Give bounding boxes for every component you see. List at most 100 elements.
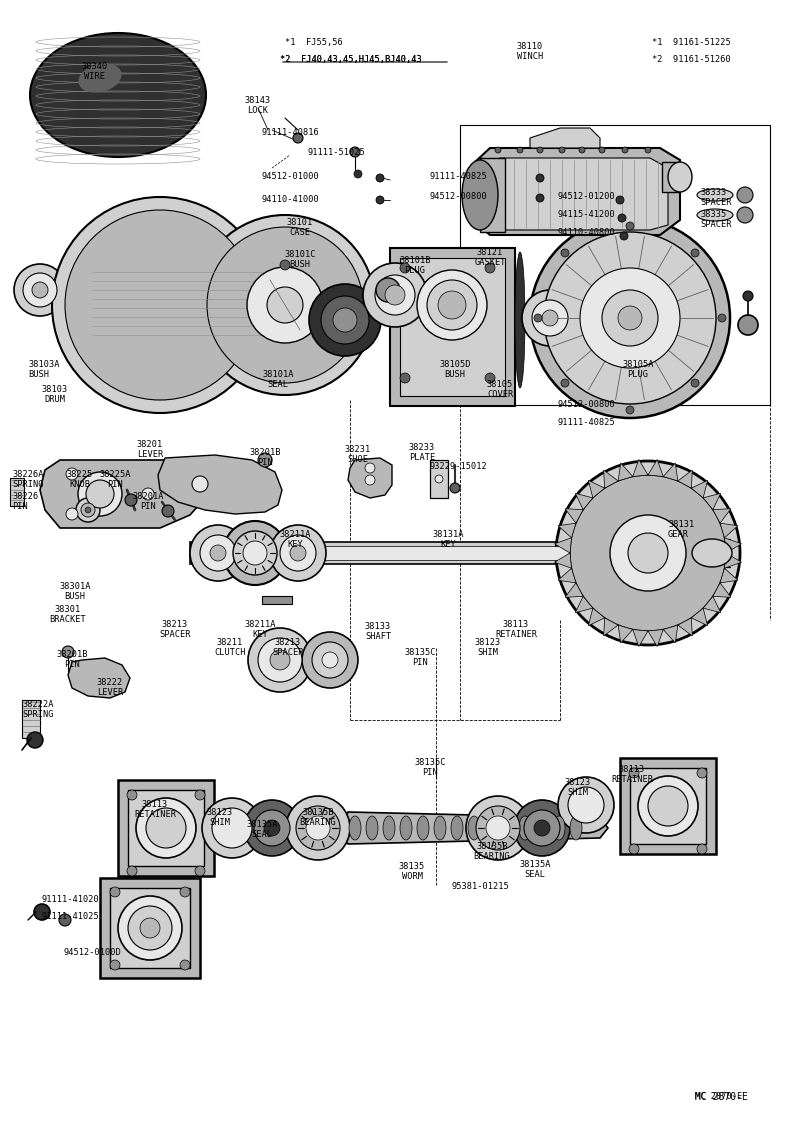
Circle shape [200,535,236,571]
Polygon shape [158,455,282,514]
Circle shape [495,146,501,153]
Bar [430,460,448,498]
Circle shape [626,406,634,414]
Polygon shape [68,658,130,698]
Text: 38135B
BEARING: 38135B BEARING [474,842,510,861]
Text: *2  FJ40,43,45,HJ45,BJ40,43: *2 FJ40,43,45,HJ45,BJ40,43 [280,55,422,64]
Polygon shape [703,596,721,613]
Text: 38222A
SPRING: 38222A SPRING [22,700,54,720]
Circle shape [142,488,154,500]
Ellipse shape [438,291,466,319]
Circle shape [23,273,57,307]
Text: 38103A
BUSH: 38103A BUSH [28,360,59,380]
Circle shape [233,531,277,575]
Text: 38135C
PIN: 38135C PIN [404,648,436,667]
Text: 38201B
PIN: 38201B PIN [56,650,88,669]
Polygon shape [348,458,392,498]
Text: *2  91161-51260: *2 91161-51260 [652,55,730,64]
Text: MC 2870-E: MC 2870-E [695,1093,748,1102]
Polygon shape [340,812,608,844]
Circle shape [267,287,303,323]
Circle shape [602,289,658,345]
Circle shape [537,146,543,153]
Circle shape [59,914,71,925]
Text: 38101
CASE: 38101 CASE [287,219,313,238]
Polygon shape [485,158,668,230]
Circle shape [629,844,639,855]
Text: 38222
LEVER: 38222 LEVER [97,678,123,698]
Circle shape [146,808,186,848]
Circle shape [127,791,137,800]
Circle shape [333,308,357,332]
Ellipse shape [434,816,446,840]
Text: 38131
GEAR: 38131 GEAR [668,521,694,540]
Text: 94512-00800: 94512-00800 [430,192,488,201]
Bar [190,546,630,561]
Circle shape [385,285,405,305]
Circle shape [306,816,330,840]
Polygon shape [663,625,678,643]
Text: 91111-41020: 91111-41020 [42,895,100,904]
Circle shape [195,791,205,800]
Circle shape [536,194,544,202]
Text: 38226
PIN: 38226 PIN [12,492,38,511]
Circle shape [524,810,560,847]
Bar [390,248,515,406]
Circle shape [363,263,427,327]
Circle shape [743,291,753,301]
Circle shape [128,906,172,950]
Circle shape [580,268,680,368]
Polygon shape [648,629,663,646]
Circle shape [190,525,246,581]
Circle shape [280,260,290,270]
Circle shape [286,796,350,860]
Circle shape [76,498,100,522]
Polygon shape [475,148,680,235]
Circle shape [264,820,280,836]
Text: 94512-01200: 94512-01200 [558,192,616,201]
Text: 38105A
PLUG: 38105A PLUG [622,360,654,380]
Circle shape [579,146,585,153]
Text: 38211A
KEY: 38211A KEY [279,530,310,549]
Text: 38335
SPACER: 38335 SPACER [700,210,731,230]
Circle shape [485,263,495,273]
Text: 38211A
KEY: 38211A KEY [244,620,276,639]
Text: 38231
SHOE: 38231 SHOE [345,445,371,464]
Polygon shape [588,480,605,498]
Polygon shape [678,618,692,636]
Polygon shape [678,470,692,488]
Circle shape [207,227,363,383]
Circle shape [530,219,730,418]
Circle shape [435,475,443,483]
Circle shape [561,379,569,387]
Text: 38123
SHIM: 38123 SHIM [475,638,501,658]
Circle shape [365,463,375,472]
Polygon shape [703,493,721,510]
Ellipse shape [668,162,692,192]
Bar [630,768,706,844]
Circle shape [697,844,707,855]
Circle shape [628,533,668,573]
Text: 94110-40800: 94110-40800 [558,228,616,237]
Circle shape [618,305,642,329]
Polygon shape [691,609,708,626]
Circle shape [280,535,316,571]
Bar [480,158,505,232]
Circle shape [118,896,182,960]
Ellipse shape [553,816,565,840]
Circle shape [737,207,753,223]
Ellipse shape [519,816,531,840]
Text: *1  91161-51225: *1 91161-51225 [652,38,730,47]
Text: 38123
SHIM: 38123 SHIM [207,808,233,827]
Text: 38113
RETAINER: 38113 RETAINER [611,765,653,785]
Circle shape [532,300,568,336]
Circle shape [400,373,410,383]
Circle shape [559,146,565,153]
Text: 38226A
SPRING: 38226A SPRING [12,470,44,490]
Polygon shape [720,569,738,582]
Polygon shape [588,609,605,626]
Circle shape [599,146,605,153]
Polygon shape [575,493,593,510]
Circle shape [296,807,340,850]
Circle shape [86,480,114,508]
